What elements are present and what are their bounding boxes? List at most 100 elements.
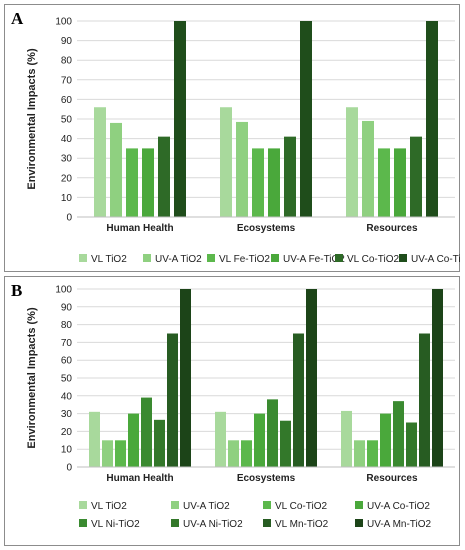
legend-label: UV-A TiO2: [183, 501, 230, 512]
bar: [367, 440, 378, 467]
legend-swatch: [79, 501, 87, 509]
chart-panel-a: A 0 10 20 30 40 50 60 70 80 90 100 Environmental Im…: [4, 4, 461, 272]
chart-b-canvas: 0 10 20 30 40 50 60 70 80 90 100 Environmental Impa…: [26, 285, 455, 530]
y-tick-label: 20: [61, 427, 73, 438]
bar: [128, 413, 139, 467]
y-tick-label: 40: [61, 391, 73, 402]
legend-swatch: [207, 254, 215, 262]
bar: [362, 120, 374, 217]
y-axis-label: Environmental Impacts (%): [26, 307, 38, 449]
legend-swatch: [79, 519, 87, 527]
bar: [268, 148, 280, 217]
legend-label: UV-A Co-TiO2: [367, 501, 430, 512]
x-tick-label: Ecosystems: [237, 473, 296, 484]
bar: [174, 21, 186, 217]
y-tick-label: 30: [61, 409, 73, 420]
y-tick-label: 100: [55, 17, 72, 28]
y-tick-label: 50: [61, 374, 73, 385]
y-tick-label: 40: [61, 134, 73, 145]
bar: [110, 122, 122, 217]
bar: [94, 107, 106, 217]
bar: [284, 136, 296, 217]
legend-swatch: [399, 254, 407, 262]
bar: [102, 440, 113, 467]
bar: [142, 148, 154, 217]
x-tick-label: Resources: [366, 223, 418, 234]
y-tick-label: 90: [61, 302, 73, 313]
legend-swatch: [355, 519, 363, 527]
legend-label: VL Co-TiO2: [347, 254, 399, 265]
bar: [267, 399, 278, 467]
bar: [346, 107, 358, 217]
bar: [306, 289, 317, 467]
chart-panel-b: B 0 10 20 30 40 50 60 70 80 90 100 Environmental Im…: [4, 276, 460, 546]
legend-swatch: [171, 501, 179, 509]
legend-label: UV-A Ni-TiO2: [183, 519, 243, 530]
legend-label: UV-A Co-TiO2: [411, 254, 461, 265]
y-tick-label: 80: [61, 56, 73, 67]
y-axis-label: Environmental Impacts (%): [26, 48, 38, 190]
bar: [141, 397, 152, 467]
bar: [167, 333, 178, 467]
bar: [300, 21, 312, 217]
bar: [419, 333, 430, 467]
y-tick-label: 0: [66, 463, 72, 474]
y-tick-label: 60: [61, 95, 73, 106]
y-tick-label: 100: [55, 285, 72, 296]
y-tick-label: 0: [66, 213, 72, 224]
y-tick-label: 50: [61, 115, 73, 126]
y-tick-label: 90: [61, 36, 73, 47]
legend-swatch: [335, 254, 343, 262]
y-tick-label: 80: [61, 320, 73, 331]
bar: [236, 121, 248, 217]
y-tick-label: 70: [61, 75, 73, 86]
legend-swatch: [263, 501, 271, 509]
y-tick-label: 10: [61, 193, 73, 204]
legend-label: VL Fe-TiO2: [219, 254, 270, 265]
legend-label: VL Mn-TiO2: [275, 519, 329, 530]
y-tick-label: 10: [61, 445, 73, 456]
bar: [380, 413, 391, 467]
x-tick-label: Human Health: [106, 473, 173, 484]
bar: [410, 136, 422, 217]
legend-label: VL TiO2: [91, 254, 127, 265]
legend-swatch: [271, 254, 279, 262]
chart-a-canvas: 0 10 20 30 40 50 60 70 80 90 100 Environmental Impa…: [26, 17, 461, 266]
x-tick-label: Resources: [366, 473, 418, 484]
legend-swatch: [143, 254, 151, 262]
bar: [354, 440, 365, 467]
bar: [293, 333, 304, 467]
panel-letter: A: [11, 9, 24, 28]
bar: [241, 440, 252, 467]
bar: [254, 413, 265, 467]
x-tick-label: Human Health: [106, 223, 173, 234]
bar: [215, 411, 226, 467]
legend-label: VL TiO2: [91, 501, 127, 512]
y-tick-label: 20: [61, 173, 73, 184]
legend-swatch: [171, 519, 179, 527]
bar: [394, 148, 406, 217]
legend-label: VL Ni-TiO2: [91, 519, 140, 530]
bar: [158, 136, 170, 217]
bar: [154, 419, 165, 467]
bar: [180, 289, 191, 467]
legend-label: UV-A Fe-TiO2: [283, 254, 345, 265]
bar: [220, 107, 232, 217]
bar: [432, 289, 443, 467]
legend-swatch: [79, 254, 87, 262]
legend-label: VL Co-TiO2: [275, 501, 327, 512]
y-tick-label: 30: [61, 154, 73, 165]
legend-label: UV-A Mn-TiO2: [367, 519, 432, 530]
bar: [406, 422, 417, 467]
bar: [89, 411, 100, 467]
legend-label: UV-A TiO2: [155, 254, 202, 265]
bar: [341, 410, 352, 467]
bar: [393, 401, 404, 467]
bar: [126, 148, 138, 217]
y-tick-label: 70: [61, 338, 73, 349]
bar: [426, 21, 438, 217]
bar: [252, 148, 264, 217]
bar: [280, 420, 291, 467]
legend-swatch: [355, 501, 363, 509]
x-tick-label: Ecosystems: [237, 223, 296, 234]
